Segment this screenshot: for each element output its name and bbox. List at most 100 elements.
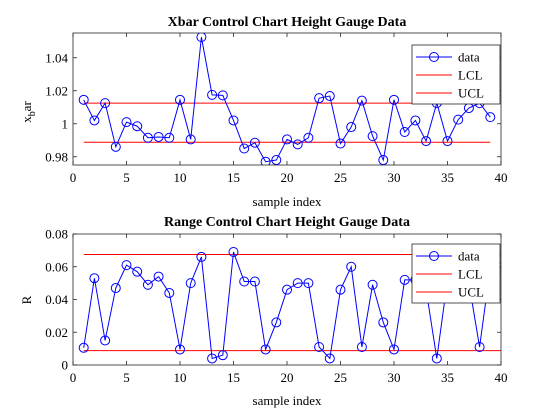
xbar-data-point — [121, 117, 132, 128]
xbar-legend-lcl-label: LCL — [458, 68, 483, 83]
xbar-data-point — [196, 33, 207, 43]
range-ytick-label: 0.08 — [45, 227, 68, 242]
xbar-y-axis-label-sub: b — [27, 111, 38, 116]
xbar-data-point — [346, 122, 357, 133]
xbar-data-point — [100, 98, 111, 109]
range-data-point — [346, 261, 357, 272]
range-data-point — [153, 271, 164, 282]
range-ytick-label: 0.04 — [45, 292, 68, 307]
range-data-point — [228, 247, 239, 258]
range-data-point — [378, 317, 389, 328]
range-xtick-label: 10 — [174, 370, 187, 385]
range-data-series-line — [83, 251, 501, 360]
range-ytick-label: 0.06 — [45, 259, 68, 274]
range-data-point — [324, 353, 335, 364]
range-xtick-label: 5 — [123, 370, 130, 385]
xbar-ytick-label: 1 — [62, 116, 69, 131]
range-data-point — [164, 287, 175, 298]
xbar-y-axis-label-main: x — [19, 116, 34, 123]
range-data-point — [142, 279, 153, 290]
range-data-point — [271, 317, 282, 328]
range-data-point — [399, 274, 410, 285]
xbar-xtick-label: 20 — [281, 170, 294, 185]
xbar-xtick-label: 15 — [227, 170, 240, 185]
range-ytick-label: 0.02 — [45, 325, 68, 340]
xbar-data-point — [239, 143, 250, 154]
xbar-data-point — [485, 112, 496, 123]
xbar-data-point — [132, 121, 143, 132]
xbar-chart: Xbar Control Chart Height Gauge Data 0 5 1… — [19, 15, 508, 209]
range-data-point — [431, 353, 442, 364]
range-data-point — [282, 284, 292, 295]
range-data-point — [121, 260, 132, 271]
xbar-chart-title: Xbar Control Chart Height Gauge Data — [168, 15, 407, 30]
xbar-data-point — [271, 155, 282, 165]
range-data-point — [78, 342, 89, 353]
xbar-data-point — [399, 127, 410, 137]
range-legend-lcl-label: LCL — [458, 267, 483, 282]
range-plot-area: 0 5 10 15 20 25 30 35 40 0 0.02 0.04 0.06 0.08 — [45, 227, 507, 386]
range-data-point — [249, 276, 260, 287]
range-xtick-label: 40 — [495, 370, 508, 385]
xbar-xtick-label: 35 — [441, 170, 454, 185]
xbar-data-point — [228, 115, 239, 126]
xbar-ytick-label: 1.02 — [45, 83, 68, 98]
range-data-point — [335, 284, 346, 295]
xbar-data-point — [356, 95, 367, 106]
range-axes-box — [72, 233, 502, 366]
xbar-y-axis-label: xbar — [19, 101, 38, 123]
range-data-point — [100, 335, 111, 346]
range-data-point — [217, 350, 228, 361]
xbar-data-point — [78, 94, 89, 105]
xbar-data-point — [410, 115, 421, 126]
xbar-data-point — [260, 156, 271, 165]
xbar-data-point — [110, 141, 121, 152]
range-xtick-label: 35 — [441, 370, 454, 385]
xbar-xtick-label: 30 — [388, 170, 401, 185]
xbar-data-point — [303, 132, 314, 143]
range-ytick-label: 0 — [62, 358, 69, 373]
xbar-data-point — [164, 132, 175, 143]
range-data-point — [389, 344, 399, 355]
range-x-axis-label: sample index — [253, 393, 322, 408]
xbar-data-point — [421, 136, 432, 147]
range-data-point — [239, 276, 250, 287]
range-data-point — [367, 279, 378, 290]
range-data-point — [292, 278, 303, 289]
range-legend-ucl-label: UCL — [458, 285, 484, 300]
range-data-point — [196, 251, 207, 262]
xbar-data-point — [207, 89, 218, 100]
range-chart: Range Control Chart Height Gauge Data 0 5… — [19, 215, 508, 408]
range-data-point — [356, 341, 367, 352]
range-data-point — [314, 341, 325, 352]
xbar-data-point — [142, 132, 153, 143]
range-data-point — [89, 273, 100, 284]
range-xtick-label: 25 — [334, 370, 347, 385]
xbar-legend-data-label: data — [458, 50, 480, 65]
range-data-point — [207, 353, 218, 364]
range-data-point — [474, 341, 485, 352]
xbar-xtick-label: 5 — [123, 170, 130, 185]
range-data-point — [110, 283, 121, 294]
xbar-legend: data LCL UCL — [411, 44, 501, 105]
xbar-data-point — [324, 91, 335, 102]
xbar-xtick-label: 10 — [174, 170, 187, 185]
xbar-data-point — [153, 131, 164, 142]
range-legend-data-label: data — [458, 249, 480, 264]
xbar-ytick-label: 0.98 — [45, 149, 68, 164]
xbar-data-point — [249, 137, 260, 148]
xbar-data-point — [282, 134, 292, 145]
xbar-xtick-label: 25 — [334, 170, 347, 185]
xbar-x-axis-label: sample index — [253, 194, 322, 209]
xbar-legend-ucl-label: UCL — [458, 86, 484, 101]
xbar-data-point — [335, 138, 346, 149]
xbar-data-series-line — [83, 37, 491, 163]
xbar-data-point — [453, 114, 464, 125]
range-y-axis-label: R — [19, 295, 34, 304]
range-xtick-label: 30 — [388, 370, 401, 385]
range-data-point — [260, 344, 271, 355]
xbar-y-axis-label-tail: ar — [19, 101, 34, 112]
xbar-legend-data-marker — [429, 52, 439, 62]
range-legend: data LCL UCL — [411, 243, 501, 304]
